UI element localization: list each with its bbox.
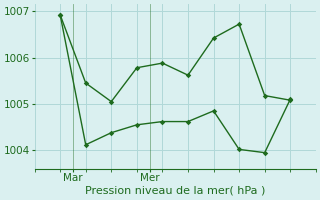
X-axis label: Pression niveau de la mer( hPa ): Pression niveau de la mer( hPa ) — [85, 186, 265, 196]
